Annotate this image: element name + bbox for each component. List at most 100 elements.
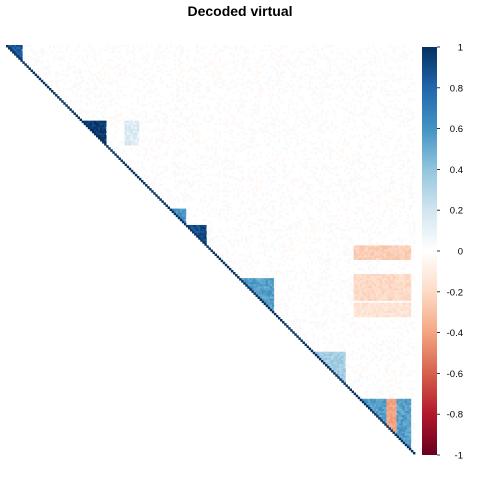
heatmap-cell (235, 85, 238, 89)
heatmap-cell (402, 184, 406, 187)
heatmap-cell (85, 63, 89, 66)
heatmap-cell (239, 212, 242, 216)
heatmap-cell (196, 112, 199, 115)
heatmap-cell (384, 194, 387, 197)
heatmap-cell (40, 53, 44, 56)
heatmap-cell (308, 83, 311, 87)
heatmap-cell (175, 94, 179, 97)
heatmap-cell (392, 118, 395, 121)
heatmap-cell (365, 298, 369, 301)
heatmap-cell (331, 245, 334, 248)
heatmap-cell (75, 75, 78, 79)
heatmap-cell (312, 104, 316, 107)
heatmap-cell (273, 269, 277, 273)
heatmap-cell (241, 253, 244, 256)
heatmap-cell (329, 294, 332, 297)
heatmap-cell (228, 159, 232, 162)
heatmap-cell (370, 79, 373, 83)
heatmap-cell (91, 87, 95, 91)
heatmap-cell (210, 173, 213, 177)
heatmap-cell (237, 132, 240, 136)
heatmap-cell (325, 71, 328, 74)
heatmap-cell (251, 112, 254, 115)
heatmap-cell (233, 59, 236, 62)
heatmap-cell (188, 143, 191, 146)
heatmap-cell (243, 128, 246, 132)
heatmap-cell (294, 65, 297, 68)
heatmap-cell (298, 124, 301, 128)
heatmap-cell (402, 104, 406, 107)
heatmap-cell (251, 89, 254, 93)
heatmap-cell (308, 110, 311, 113)
heatmap-cell (392, 159, 395, 162)
heatmap-cell (353, 280, 356, 283)
heatmap-cell (204, 118, 207, 121)
heatmap-cell (357, 296, 361, 299)
heatmap-cell (91, 124, 95, 128)
heatmap-cell (327, 259, 330, 263)
heatmap-cell (120, 114, 123, 117)
heatmap-cell (245, 214, 248, 218)
heatmap-cell (337, 198, 340, 201)
heatmap-cell (228, 208, 232, 211)
heatmap-cell (402, 202, 406, 205)
heatmap-cell (282, 171, 285, 175)
heatmap-cell (316, 112, 320, 115)
heatmap-cell (288, 298, 291, 301)
heatmap-cell (386, 75, 389, 79)
heatmap-cell (210, 98, 213, 101)
heatmap-cell (124, 153, 127, 156)
heatmap-cell (198, 184, 201, 187)
heatmap-cell (277, 77, 281, 81)
heatmap-cell (40, 51, 44, 54)
heatmap-cell (271, 282, 275, 285)
heatmap-cell (161, 51, 164, 54)
heatmap-cell (316, 276, 320, 279)
heatmap-cell (282, 263, 285, 267)
heatmap-cell (181, 61, 185, 64)
heatmap-cell (269, 294, 273, 297)
heatmap-cell (353, 196, 356, 199)
heatmap-cell (26, 61, 29, 64)
heatmap-cell (196, 49, 199, 52)
heatmap-cell (173, 59, 177, 62)
heatmap-cell (292, 247, 295, 250)
heatmap-cell (102, 110, 105, 113)
heatmap-cell (402, 159, 406, 162)
heatmap-cell (190, 167, 193, 171)
heatmap-cell (394, 288, 397, 291)
heatmap-cell (406, 157, 410, 160)
heatmap-cell (222, 243, 226, 246)
heatmap-cell (380, 280, 383, 283)
heatmap-cell (267, 290, 271, 293)
heatmap-cell (261, 89, 264, 93)
heatmap-cell (224, 247, 228, 250)
heatmap-cell (275, 71, 279, 74)
heatmap-cell (143, 69, 146, 72)
heatmap-cell (124, 128, 127, 132)
heatmap-cell (151, 63, 154, 66)
heatmap-cell (308, 85, 311, 89)
heatmap-cell (343, 253, 346, 256)
heatmap-cell (226, 204, 230, 207)
heatmap-cell (91, 122, 95, 126)
heatmap-cell (124, 106, 127, 109)
heatmap-cell (185, 104, 189, 107)
heatmap-cell (145, 116, 148, 119)
heatmap-cell (239, 149, 242, 152)
heatmap-cell (396, 108, 399, 111)
heatmap-cell (398, 251, 401, 254)
heatmap-cell (322, 120, 326, 123)
heatmap-cell (249, 108, 252, 111)
heatmap-cell (322, 200, 326, 203)
heatmap-cell (261, 241, 264, 244)
heatmap-cell (351, 159, 354, 162)
heatmap-cell (130, 141, 134, 144)
heatmap-cell (183, 139, 187, 142)
heatmap-cell (374, 278, 377, 281)
heatmap-cell (218, 169, 222, 173)
heatmap-cell (46, 65, 50, 68)
heatmap-cell (306, 124, 309, 128)
heatmap-cell (202, 106, 205, 109)
heatmap-cell (157, 65, 160, 68)
